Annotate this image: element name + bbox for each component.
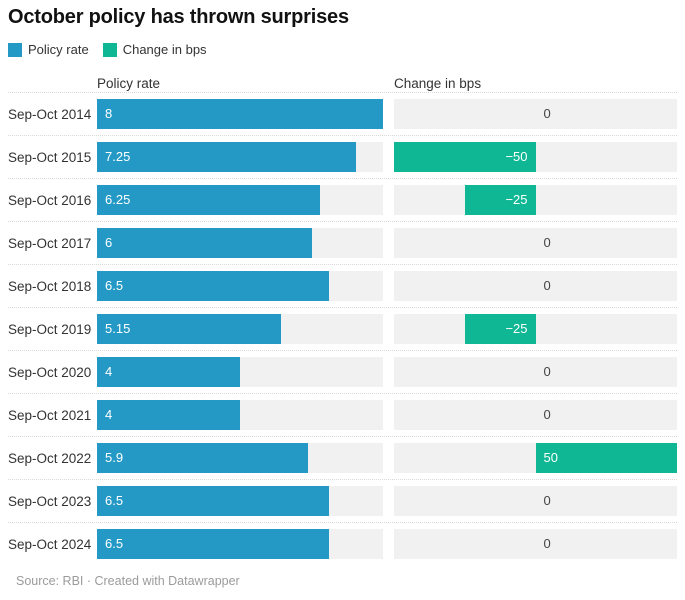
- change-bps-value: −50: [505, 149, 528, 164]
- policy-rate-value: 5.9: [105, 450, 124, 465]
- policy-rate-bar: 6.5: [97, 486, 330, 516]
- change-bps-track: 0: [394, 357, 677, 387]
- table-row: Sep-Oct 2021 4 0: [8, 393, 677, 436]
- change-bps-track: 0: [394, 99, 677, 129]
- row-label: Sep-Oct 2023: [8, 493, 92, 509]
- source-attribution: Source: RBI · Created with Datawrapper: [16, 574, 240, 588]
- policy-rate-value: 6.5: [105, 278, 124, 293]
- change-bps-track: 0: [394, 400, 677, 430]
- change-bps-bar: −25: [464, 185, 536, 215]
- table-row: Sep-Oct 2023 6.5 0: [8, 479, 677, 522]
- change-bps-track: 0: [394, 486, 677, 516]
- policy-rate-value: 5.15: [105, 321, 131, 336]
- policy-rate-bar: 5.15: [97, 314, 282, 344]
- legend-label: Policy rate: [28, 42, 89, 57]
- policy-rate-value: 4: [105, 407, 113, 422]
- row-label: Sep-Oct 2015: [8, 149, 92, 165]
- policy-rate-track: 6: [97, 228, 383, 258]
- table-row: Sep-Oct 2016 6.25 −25: [8, 178, 677, 221]
- change-bps-value: 0: [543, 536, 551, 551]
- change-bps-track: −25: [394, 314, 677, 344]
- change-bps-track: 0: [394, 228, 677, 258]
- policy-rate-value: 6.25: [105, 192, 131, 207]
- chart-title: October policy has thrown surprises: [8, 6, 349, 28]
- policy-rate-bar: 8: [97, 99, 383, 129]
- column-header-change-bps: Change in bps: [394, 76, 482, 91]
- table-row: Sep-Oct 2017 6 0: [8, 221, 677, 264]
- policy-rate-track: 4: [97, 357, 383, 387]
- policy-rate-track: 8: [97, 99, 383, 129]
- column-header-policy-rate: Policy rate: [97, 76, 161, 91]
- policy-rate-track: 6.25: [97, 185, 383, 215]
- change-bps-value: 0: [543, 106, 551, 121]
- policy-rate-bar: 4: [97, 357, 240, 387]
- policy-rate-value: 6.5: [105, 536, 124, 551]
- policy-rate-bar: 6.5: [97, 529, 330, 559]
- change-bps-track: 50: [394, 443, 677, 473]
- legend: Policy rate Change in bps: [8, 42, 677, 57]
- row-label: Sep-Oct 2016: [8, 192, 92, 208]
- policy-rate-value: 7.25: [105, 149, 131, 164]
- policy-rate-bar: 5.9: [97, 443, 308, 473]
- change-bps-bar: 50: [535, 443, 677, 473]
- row-label: Sep-Oct 2017: [8, 235, 92, 251]
- policy-rate-bar: 6.25: [97, 185, 321, 215]
- table-row: Sep-Oct 2014 8 0: [8, 92, 677, 135]
- change-bps-track: 0: [394, 271, 677, 301]
- table-row: Sep-Oct 2018 6.5 0: [8, 264, 677, 307]
- table-row: Sep-Oct 2024 6.5 0: [8, 522, 677, 565]
- change-bps-track: −50: [394, 142, 677, 172]
- legend-label: Change in bps: [122, 42, 207, 57]
- legend-swatch-icon: [8, 42, 22, 57]
- policy-rate-track: 5.15: [97, 314, 383, 344]
- policy-rate-track: 6.5: [97, 529, 383, 559]
- chart-rows: Sep-Oct 2014 8 0 Sep-Oct 2015 7.25 −50 Sep-Oct…: [8, 92, 677, 565]
- policy-rate-bar: 7.25: [97, 142, 357, 172]
- policy-rate-value: 4: [105, 364, 113, 379]
- change-bps-value: −25: [505, 192, 528, 207]
- change-bps-track: 0: [394, 529, 677, 559]
- policy-rate-track: 6.5: [97, 271, 383, 301]
- policy-rate-track: 7.25: [97, 142, 383, 172]
- legend-item-0: Policy rate: [8, 42, 89, 57]
- change-bps-value: 0: [543, 493, 551, 508]
- change-bps-bar: −25: [464, 314, 536, 344]
- change-bps-value: −25: [505, 321, 528, 336]
- change-bps-value: 0: [543, 364, 551, 379]
- change-bps-value: 0: [543, 235, 551, 250]
- policy-rate-bar: 4: [97, 400, 240, 430]
- row-label: Sep-Oct 2014: [8, 106, 92, 122]
- row-label: Sep-Oct 2020: [8, 364, 92, 380]
- column-headers: Policy rate Change in bps: [8, 76, 677, 92]
- change-bps-track: −25: [394, 185, 677, 215]
- header-spacer: [8, 76, 97, 92]
- change-bps-value: 0: [543, 407, 551, 422]
- policy-rate-bar: 6.5: [97, 271, 330, 301]
- table-row: Sep-Oct 2015 7.25 −50: [8, 135, 677, 178]
- policy-rate-value: 6.5: [105, 493, 124, 508]
- table-row: Sep-Oct 2019 5.15 −25: [8, 307, 677, 350]
- policy-rate-track: 5.9: [97, 443, 383, 473]
- policy-rate-track: 4: [97, 400, 383, 430]
- row-label: Sep-Oct 2021: [8, 407, 92, 423]
- table-row: Sep-Oct 2020 4 0: [8, 350, 677, 393]
- policy-rate-bar: 6: [97, 228, 312, 258]
- policy-rate-track: 6.5: [97, 486, 383, 516]
- change-bps-value: 0: [543, 278, 551, 293]
- policy-rate-value: 6: [105, 235, 113, 250]
- legend-swatch-icon: [102, 42, 117, 57]
- row-label: Sep-Oct 2022: [8, 450, 92, 466]
- row-label: Sep-Oct 2018: [8, 278, 92, 294]
- row-label: Sep-Oct 2019: [8, 321, 92, 337]
- table-row: Sep-Oct 2022 5.9 50: [8, 436, 677, 479]
- policy-rate-value: 8: [105, 106, 113, 121]
- change-bps-value: 50: [543, 450, 558, 465]
- legend-item-1: Change in bps: [102, 42, 207, 57]
- row-label: Sep-Oct 2024: [8, 536, 92, 552]
- change-bps-bar: −50: [394, 142, 536, 172]
